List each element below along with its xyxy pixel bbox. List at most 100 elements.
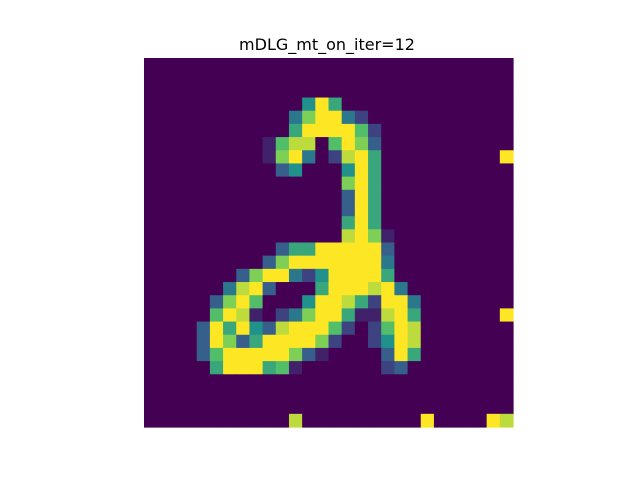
heatmap-cell: [288, 334, 303, 349]
heatmap-cell: [420, 347, 435, 362]
heatmap-cell: [341, 58, 356, 72]
heatmap-cell: [144, 413, 158, 428]
heatmap-cell: [302, 400, 316, 415]
heatmap-cell: [223, 242, 237, 257]
heatmap-cell: [473, 189, 488, 204]
heatmap-cell: [157, 97, 171, 112]
heatmap-cell: [341, 374, 356, 389]
heatmap-cell: [183, 216, 198, 230]
heatmap-cell: [433, 163, 448, 178]
heatmap-cell: [170, 58, 185, 72]
heatmap-cell: [249, 163, 264, 178]
heatmap-cell: [447, 387, 461, 402]
heatmap-cell: [249, 321, 264, 336]
heatmap-cell: [302, 216, 316, 230]
heatmap-cell: [407, 123, 422, 138]
heatmap-cell: [407, 268, 422, 283]
heatmap-cell: [236, 216, 251, 230]
heatmap-cell: [157, 347, 171, 362]
heatmap-cell: [275, 282, 290, 296]
heatmap-cell: [157, 189, 171, 204]
heatmap-cell: [473, 216, 488, 230]
heatmap-cell: [486, 295, 501, 309]
heatmap-cell: [341, 150, 356, 165]
heatmap-cell: [315, 71, 330, 85]
heatmap-cell: [499, 387, 514, 402]
heatmap-cell: [236, 229, 251, 244]
heatmap-cell: [433, 268, 448, 283]
heatmap-cell: [460, 202, 475, 217]
heatmap-cell: [394, 229, 409, 244]
heatmap-cell: [223, 334, 237, 349]
heatmap-cell: [328, 321, 343, 336]
heatmap-cell: [209, 150, 224, 165]
heatmap-cell: [302, 334, 316, 349]
heatmap-cell: [262, 334, 277, 349]
heatmap-cell: [196, 361, 211, 375]
heatmap-cell: [447, 400, 461, 415]
heatmap-cell: [328, 216, 343, 230]
heatmap-cell: [170, 242, 185, 257]
heatmap-cell: [236, 137, 251, 151]
heatmap-cell: [275, 255, 290, 270]
heatmap-cell: [315, 282, 330, 296]
heatmap-cell: [368, 123, 382, 138]
heatmap-cell: [341, 229, 356, 244]
heatmap-cell: [394, 308, 409, 323]
heatmap-cell: [381, 400, 395, 415]
heatmap-cell: [381, 242, 395, 257]
heatmap-cell: [144, 110, 158, 125]
heatmap-cell: [460, 387, 475, 402]
heatmap-cell: [341, 255, 356, 270]
heatmap-cell: [460, 137, 475, 151]
heatmap-cell: [262, 123, 277, 138]
heatmap-cell: [223, 71, 237, 85]
heatmap-cell: [354, 334, 369, 349]
heatmap-cell: [381, 58, 395, 72]
heatmap-cell: [328, 347, 343, 362]
heatmap-cell: [486, 347, 501, 362]
heatmap-cell: [223, 150, 237, 165]
heatmap-cell: [183, 137, 198, 151]
heatmap-cell: [354, 71, 369, 85]
heatmap-cell: [328, 413, 343, 428]
heatmap-cell: [236, 295, 251, 309]
heatmap-cell: [302, 229, 316, 244]
heatmap-cell: [170, 282, 185, 296]
heatmap-cell: [394, 321, 409, 336]
heatmap-cell: [196, 268, 211, 283]
heatmap-cell: [315, 110, 330, 125]
heatmap-cell: [302, 189, 316, 204]
heatmap-cell: [407, 282, 422, 296]
heatmap-cell: [354, 84, 369, 99]
heatmap-cell: [447, 295, 461, 309]
heatmap-cell: [223, 308, 237, 323]
heatmap-cell: [196, 97, 211, 112]
heatmap-cell: [157, 308, 171, 323]
heatmap-cell: [157, 387, 171, 402]
heatmap-cell: [433, 150, 448, 165]
heatmap-cell: [183, 163, 198, 178]
heatmap-cell: [447, 110, 461, 125]
heatmap-cell: [275, 400, 290, 415]
heatmap-cell: [315, 347, 330, 362]
heatmap-cell: [420, 58, 435, 72]
heatmap-cell: [315, 387, 330, 402]
heatmap-cell: [354, 163, 369, 178]
heatmap-cell: [328, 282, 343, 296]
heatmap-cell: [209, 71, 224, 85]
heatmap-cell: [473, 347, 488, 362]
heatmap-cell: [473, 255, 488, 270]
heatmap-cell: [170, 97, 185, 112]
heatmap-cell: [302, 150, 316, 165]
heatmap-cell: [223, 97, 237, 112]
heatmap-cell: [157, 282, 171, 296]
heatmap-cell: [223, 347, 237, 362]
heatmap-cell: [262, 400, 277, 415]
heatmap-cell: [328, 295, 343, 309]
heatmap-cell: [420, 295, 435, 309]
heatmap-cell: [473, 110, 488, 125]
heatmap-cell: [473, 374, 488, 389]
heatmap-cell: [420, 400, 435, 415]
heatmap-cell: [288, 202, 303, 217]
